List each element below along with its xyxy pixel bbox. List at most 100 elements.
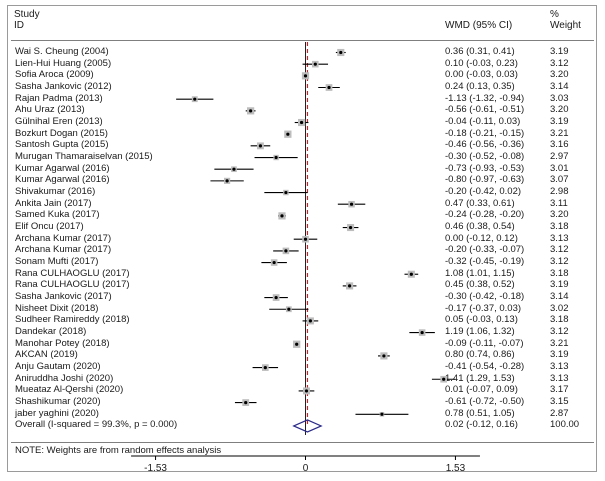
study-ci-value: -0.20 (-0.42, 0.02) (445, 186, 522, 198)
study-ci-value: -0.17 (-0.37, 0.03) (445, 302, 522, 314)
study-label: jaber yaghini (2020) (15, 407, 99, 419)
study-point-estimate (420, 330, 424, 335)
study-point-estimate (348, 225, 353, 230)
study-point-estimate (327, 85, 331, 90)
study-ci-value: 0.36 (0.31, 0.41) (445, 46, 515, 57)
study-label: Nisheet Dixit (2018) (15, 302, 99, 314)
study-ci-value: 1.41 (1.29, 1.53) (445, 372, 515, 384)
study-label: AKCAN (2019) (15, 349, 78, 361)
study-ci-value: -0.09 (-0.11, -0.07) (445, 337, 524, 349)
overall-weight-value: 100.00 (550, 419, 580, 431)
study-ci-value: -0.46 (-0.56, -0.36) (445, 139, 525, 151)
study-point-estimate (442, 377, 446, 381)
study-point-estimate (348, 284, 352, 288)
study-point-estimate (193, 97, 197, 101)
study-ci-value: -0.80 (-0.97, -0.63) (445, 174, 525, 186)
study-weight-value: 3.15 (550, 396, 569, 408)
study-point-estimate (286, 132, 290, 136)
study-weight-value: 2.98 (550, 186, 569, 198)
study-weight-value: 3.18 (550, 267, 569, 279)
study-label: Wai S. Cheung (2004) (15, 46, 109, 57)
study-point-estimate (284, 249, 288, 253)
study-point-estimate (274, 155, 278, 160)
study-ci-value: 0.24 (0.13, 0.35) (445, 81, 515, 92)
study-weight-value: 3.14 (550, 291, 569, 303)
x-axis-tick-label: -1.53 (144, 463, 167, 474)
study-header: Study ID (14, 9, 40, 31)
study-label: Kumar Agarwal (2016) (15, 174, 110, 186)
plot-frame (7, 5, 597, 472)
study-weight-value: 3.11 (550, 197, 568, 209)
study-ci-value: 0.00 (-0.12, 0.12) (445, 232, 518, 244)
study-weight-value: 3.17 (550, 384, 569, 396)
study-weight-value: 3.20 (550, 104, 569, 116)
study-point-estimate (274, 295, 278, 300)
overall-diamond (292, 419, 323, 433)
study-weight-value: 3.01 (550, 162, 569, 174)
study-point-estimate (303, 74, 308, 78)
study-label: Anju Gautam (2020) (15, 361, 101, 373)
weight-header: % Weight (550, 9, 581, 31)
study-ci-value: -0.32 (-0.45, -0.19) (445, 256, 525, 268)
study-ci-value: 0.05 (-0.03, 0.13) (445, 314, 518, 326)
overall-ci-value: 0.02 (-0.12, 0.16) (445, 419, 518, 431)
study-label: Kumar Agarwal (2016) (15, 162, 110, 174)
study-label: Sofia Aroca (2009) (15, 69, 94, 81)
study-label: Shivakumar (2016) (15, 186, 96, 198)
study-point-estimate (304, 389, 309, 393)
study-ci-value: 0.46 (0.38, 0.54) (445, 221, 515, 233)
study-point-estimate (313, 62, 317, 66)
study-point-estimate (284, 190, 288, 195)
study-weight-value: 3.19 (550, 116, 569, 128)
study-point-estimate (382, 354, 386, 358)
study-label: Dandekar (2018) (15, 326, 87, 338)
study-label: Shashikumar (2020) (15, 396, 101, 408)
study-ci-value: -1.13 (-1.32, -0.94) (445, 92, 525, 104)
study-label: Santosh Gupta (2015) (15, 139, 109, 151)
study-ci-value: -0.61 (-0.72, -0.50) (445, 396, 525, 408)
study-label: Manohar Potey (2018) (15, 337, 110, 349)
study-ci-value: 0.80 (0.74, 0.86) (445, 349, 515, 361)
study-ci-value: 1.08 (1.01, 1.15) (445, 267, 515, 279)
study-label: Sudheer Ramireddy (2018) (15, 314, 130, 326)
study-label: Gülnihal Eren (2013) (15, 116, 103, 128)
study-weight-value: 3.16 (550, 139, 569, 151)
study-weight-value: 3.03 (550, 92, 569, 104)
study-weight-value: 3.19 (550, 46, 569, 57)
study-ci-value: -0.04 (-0.11, 0.03) (445, 116, 521, 128)
study-label: Aniruddha Joshi (2020) (15, 372, 114, 384)
study-point-estimate (249, 109, 253, 113)
study-ci-value: -0.30 (-0.42, -0.18) (445, 291, 525, 303)
study-label: Ahu Uraz (2013) (15, 104, 85, 116)
study-label: Ankita Jain (2017) (15, 197, 92, 209)
study-ci-value: 0.00 (-0.03, 0.03) (445, 69, 518, 81)
study-ci-value: -0.20 (-0.33, -0.07) (445, 244, 525, 256)
study-point-estimate (287, 307, 291, 311)
study-ci-value: 0.01 (-0.07, 0.09) (445, 384, 518, 396)
study-weight-value: 3.21 (550, 337, 569, 349)
study-ci-value: -0.56 (-0.61, -0.51) (445, 104, 525, 116)
wmd-header: WMD (95% CI) (445, 20, 513, 31)
study-ci-value: -0.73 (-0.93, -0.53) (445, 162, 525, 174)
study-weight-value: 3.14 (550, 81, 569, 92)
study-ci-value: -0.30 (-0.52, -0.08) (445, 151, 525, 163)
study-point-estimate (244, 401, 248, 405)
study-point-estimate (280, 214, 284, 218)
study-weight-value: 3.20 (550, 209, 569, 221)
study-weight-value: 3.12 (550, 244, 569, 256)
study-ci-value: 0.45 (0.38, 0.52) (445, 279, 515, 291)
study-header-line2: ID (14, 20, 24, 31)
x-axis-tick-label: 1.53 (446, 463, 466, 474)
study-weight-value: 3.12 (550, 57, 569, 69)
study-ci-value: -0.18 (-0.21, -0.15) (445, 127, 525, 139)
study-point-estimate (308, 319, 312, 323)
study-header-line1: Study (14, 9, 40, 20)
study-weight-value: 3.19 (550, 279, 569, 291)
study-label: Archana Kumar (2017) (15, 244, 112, 256)
footer-note: NOTE: Weights are from random effects an… (15, 445, 222, 456)
study-weight-value: 3.13 (550, 372, 569, 384)
study-ci-value: 1.19 (1.06, 1.32) (445, 326, 515, 338)
study-weight-value: 3.18 (550, 314, 569, 326)
study-weight-value: 2.87 (550, 407, 569, 419)
